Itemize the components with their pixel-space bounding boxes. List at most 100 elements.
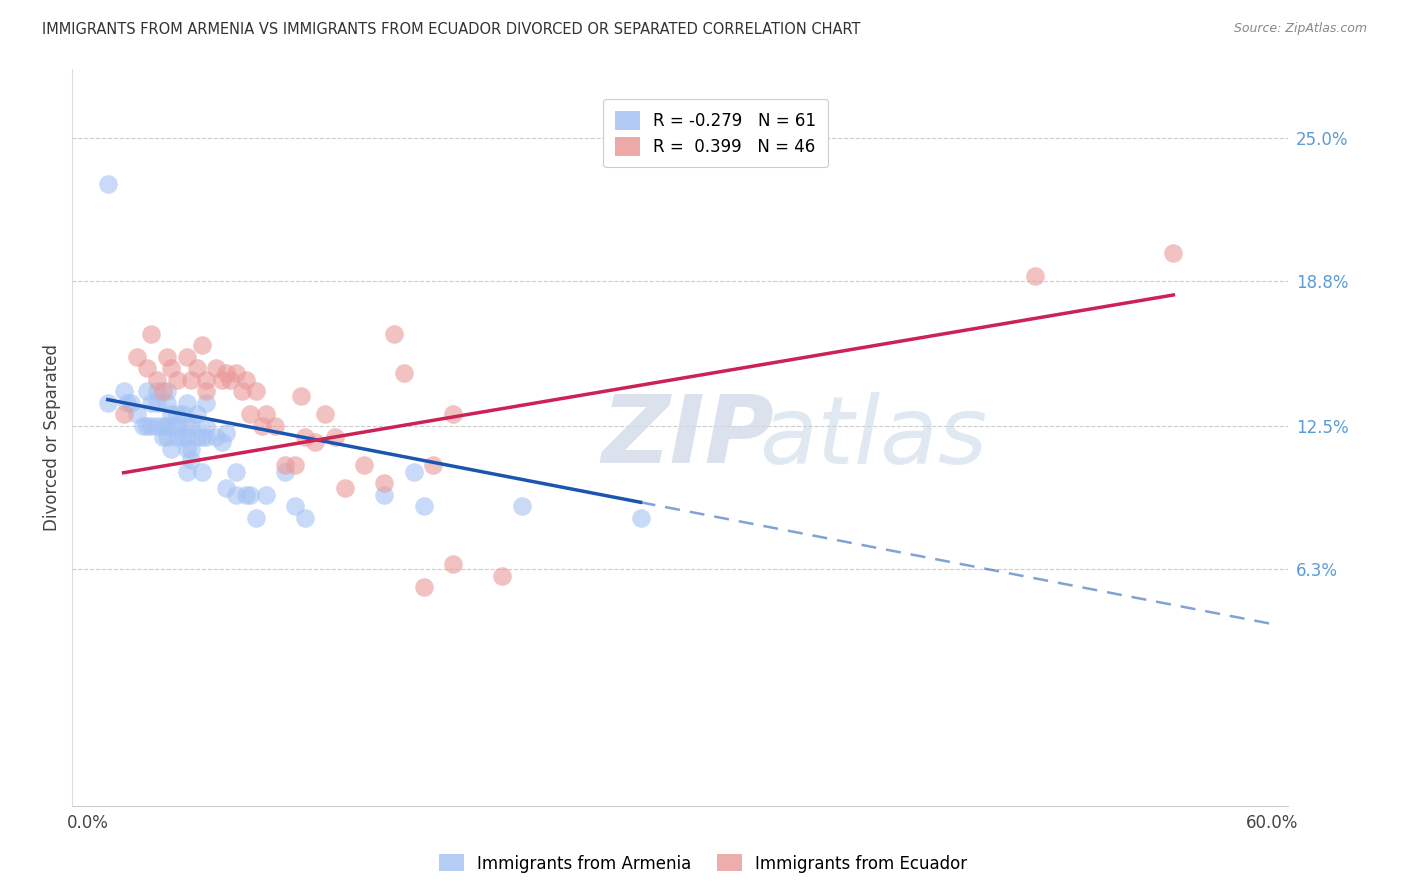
Point — [141, 326, 163, 341]
Point — [160, 418, 183, 433]
Legend: R = -0.279   N = 61, R =  0.399   N = 46: R = -0.279 N = 61, R = 0.399 N = 46 — [603, 99, 828, 168]
Text: ZIP: ZIP — [600, 392, 773, 483]
Point — [245, 384, 267, 399]
Point — [186, 407, 208, 421]
Point — [382, 326, 405, 341]
Point — [323, 430, 346, 444]
Point — [136, 384, 159, 399]
Point — [245, 511, 267, 525]
Text: Source: ZipAtlas.com: Source: ZipAtlas.com — [1233, 22, 1367, 36]
Point — [172, 407, 194, 421]
Point — [120, 395, 142, 409]
Point — [166, 430, 188, 444]
Point — [141, 418, 163, 433]
Point — [127, 407, 149, 421]
Point — [1024, 268, 1046, 283]
Point — [176, 430, 198, 444]
Point — [160, 442, 183, 456]
Point — [191, 465, 214, 479]
Point — [373, 488, 395, 502]
Point — [176, 418, 198, 433]
Point — [304, 434, 326, 449]
Point — [176, 465, 198, 479]
Point — [180, 418, 202, 433]
Point — [510, 500, 533, 514]
Point — [441, 557, 464, 571]
Point — [112, 384, 135, 399]
Point — [176, 442, 198, 456]
Point — [274, 465, 297, 479]
Text: atlas: atlas — [759, 392, 987, 483]
Legend: Immigrants from Armenia, Immigrants from Ecuador: Immigrants from Armenia, Immigrants from… — [432, 847, 974, 880]
Point — [136, 361, 159, 376]
Point — [180, 373, 202, 387]
Point — [225, 465, 247, 479]
Point — [284, 500, 307, 514]
Point — [195, 384, 218, 399]
Point — [219, 373, 242, 387]
Point — [225, 488, 247, 502]
Point — [180, 453, 202, 467]
Point — [211, 434, 233, 449]
Point — [205, 361, 228, 376]
Point — [152, 430, 174, 444]
Point — [146, 418, 169, 433]
Point — [231, 384, 253, 399]
Point — [215, 366, 238, 380]
Point — [630, 511, 652, 525]
Point — [392, 366, 415, 380]
Point — [254, 407, 277, 421]
Point — [333, 481, 356, 495]
Point — [176, 395, 198, 409]
Point — [146, 373, 169, 387]
Y-axis label: Divorced or Separated: Divorced or Separated — [44, 343, 60, 531]
Point — [117, 395, 139, 409]
Point — [195, 373, 218, 387]
Point — [97, 395, 120, 409]
Point — [412, 500, 434, 514]
Point — [156, 350, 179, 364]
Point — [195, 395, 218, 409]
Point — [294, 430, 316, 444]
Point — [136, 418, 159, 433]
Point — [156, 395, 179, 409]
Point — [239, 488, 262, 502]
Point — [294, 511, 316, 525]
Point — [191, 430, 214, 444]
Point — [215, 425, 238, 440]
Point — [152, 418, 174, 433]
Point — [97, 177, 120, 191]
Point — [186, 430, 208, 444]
Point — [290, 389, 312, 403]
Point — [1163, 246, 1185, 260]
Point — [152, 384, 174, 399]
Point — [195, 418, 218, 433]
Point — [191, 338, 214, 352]
Point — [156, 418, 179, 433]
Point — [314, 407, 336, 421]
Point — [180, 442, 202, 456]
Point — [166, 407, 188, 421]
Point — [166, 418, 188, 433]
Point — [412, 580, 434, 594]
Point — [195, 430, 218, 444]
Point — [186, 361, 208, 376]
Point — [235, 488, 257, 502]
Point — [250, 418, 273, 433]
Point — [235, 373, 257, 387]
Point — [215, 481, 238, 495]
Point — [172, 430, 194, 444]
Point — [211, 373, 233, 387]
Point — [225, 366, 247, 380]
Point — [402, 465, 425, 479]
Point — [156, 384, 179, 399]
Point — [491, 568, 513, 582]
Point — [160, 407, 183, 421]
Point — [373, 476, 395, 491]
Point — [146, 395, 169, 409]
Point — [353, 458, 375, 472]
Point — [146, 384, 169, 399]
Point — [176, 350, 198, 364]
Point — [166, 373, 188, 387]
Point — [284, 458, 307, 472]
